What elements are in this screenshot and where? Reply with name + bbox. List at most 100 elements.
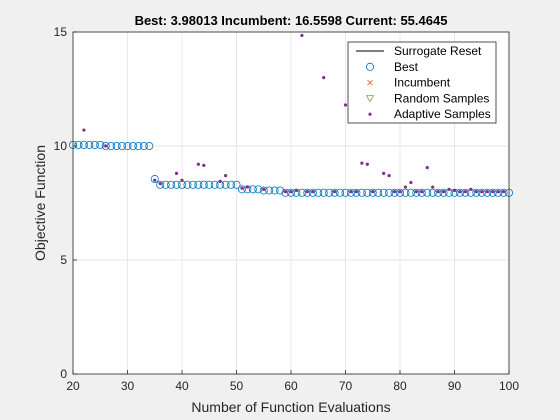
best-point xyxy=(90,140,99,149)
best-point xyxy=(237,185,246,194)
legend-marker-random-samples xyxy=(365,95,375,103)
adaptive-samples-point xyxy=(387,174,391,178)
best-point xyxy=(488,188,497,197)
adaptive-samples-point xyxy=(431,185,435,189)
adaptive-samples-point xyxy=(354,190,358,194)
best-point xyxy=(297,188,306,197)
adaptive-samples-point xyxy=(452,188,457,193)
adaptive-samples-point xyxy=(180,178,184,182)
best-point xyxy=(118,141,127,150)
best-point xyxy=(232,180,241,189)
adaptive-samples-point xyxy=(349,190,353,194)
best-point xyxy=(439,188,448,197)
best-point xyxy=(357,188,366,197)
adaptive-samples-point xyxy=(420,190,424,194)
adaptive-samples-point xyxy=(322,76,326,80)
best-point xyxy=(259,186,268,195)
x-axis-label: Number of Function Evaluations xyxy=(191,399,390,415)
best-point xyxy=(123,141,132,150)
best-point xyxy=(183,180,192,189)
adaptive-samples-point xyxy=(496,190,500,194)
best-point xyxy=(401,188,410,197)
adaptive-samples-point xyxy=(436,190,440,194)
best-point xyxy=(210,180,219,189)
best-point xyxy=(199,180,208,189)
adaptive-samples-point xyxy=(343,103,348,107)
best-point xyxy=(346,188,355,197)
chart-title: Best: 3.98013 Incumbent: 16.5598 Current… xyxy=(135,13,448,28)
best-point xyxy=(455,188,464,197)
adaptive-samples-point xyxy=(158,182,162,186)
best-point xyxy=(472,188,481,197)
best-point xyxy=(270,186,279,195)
best-point xyxy=(412,188,421,197)
adaptive-samples-point xyxy=(463,190,467,194)
adaptive-samples-point xyxy=(174,171,179,175)
best-point xyxy=(265,186,274,195)
best-point xyxy=(461,188,470,197)
adaptive-samples-point xyxy=(409,180,413,185)
x-tick-label: 80 xyxy=(393,379,407,393)
adaptive-samples-point xyxy=(333,190,337,194)
adaptive-samples-point xyxy=(300,33,304,38)
adaptive-samples-point xyxy=(442,190,446,194)
adaptive-samples-point xyxy=(202,163,206,167)
data-marks xyxy=(69,33,513,197)
best-point xyxy=(352,188,361,197)
legend-marker-best xyxy=(365,62,374,71)
best-point xyxy=(85,140,94,149)
best-point xyxy=(167,180,176,189)
best-point xyxy=(341,188,350,197)
adaptive-samples-point xyxy=(398,190,402,194)
best-point xyxy=(107,141,116,150)
best-point xyxy=(336,188,345,197)
best-point xyxy=(74,140,83,149)
adaptive-samples-point xyxy=(224,174,228,178)
legend-marker-adaptive-samples xyxy=(368,112,372,116)
best-point xyxy=(330,188,339,197)
best-point xyxy=(188,180,197,189)
legend-label-adaptive-samples: Adaptive Samples xyxy=(394,107,491,121)
legend-box xyxy=(347,41,497,124)
best-point xyxy=(156,180,165,189)
best-point xyxy=(172,180,181,189)
best-point xyxy=(499,188,508,197)
adaptive-samples-point xyxy=(447,187,451,191)
adaptive-samples-point xyxy=(218,179,222,183)
adaptive-samples-point xyxy=(240,186,244,190)
best-point xyxy=(434,188,443,197)
best-point xyxy=(379,188,388,197)
adaptive-samples-point xyxy=(305,190,309,194)
best-point xyxy=(319,188,328,197)
y-tick-label: 15 xyxy=(54,25,68,39)
best-point xyxy=(423,188,432,197)
legend-label-best: Best xyxy=(394,60,419,74)
y-axis-label: Objective Function xyxy=(32,145,48,261)
adaptive-samples-point xyxy=(469,187,473,191)
adaptive-samples-point xyxy=(491,190,495,194)
legend-marker-incumbent-stroke xyxy=(367,79,373,86)
best-point xyxy=(314,188,323,197)
best-point xyxy=(145,141,154,150)
best-point xyxy=(150,175,159,184)
adaptive-samples-point xyxy=(82,128,86,132)
best-point xyxy=(161,180,170,189)
adaptive-samples-point xyxy=(196,162,200,166)
y-tick-label: 10 xyxy=(54,139,68,153)
adaptive-samples-point xyxy=(392,190,397,194)
x-tick-label: 30 xyxy=(121,379,135,393)
best-point xyxy=(276,186,285,195)
adaptive-samples-point xyxy=(365,162,369,166)
adaptive-samples-point xyxy=(501,190,506,194)
best-point xyxy=(221,180,230,189)
legend-label-surrogate-reset: Surrogate Reset xyxy=(394,44,482,58)
adaptive-samples-point xyxy=(311,190,315,194)
best-point xyxy=(385,188,394,197)
adaptive-samples-point xyxy=(382,171,386,175)
legend-label-incumbent: Incumbent xyxy=(394,76,451,90)
adaptive-samples-point xyxy=(403,185,408,189)
best-point xyxy=(134,141,143,150)
x-tick-label: 100 xyxy=(499,379,519,393)
adaptive-samples-point xyxy=(262,187,266,191)
